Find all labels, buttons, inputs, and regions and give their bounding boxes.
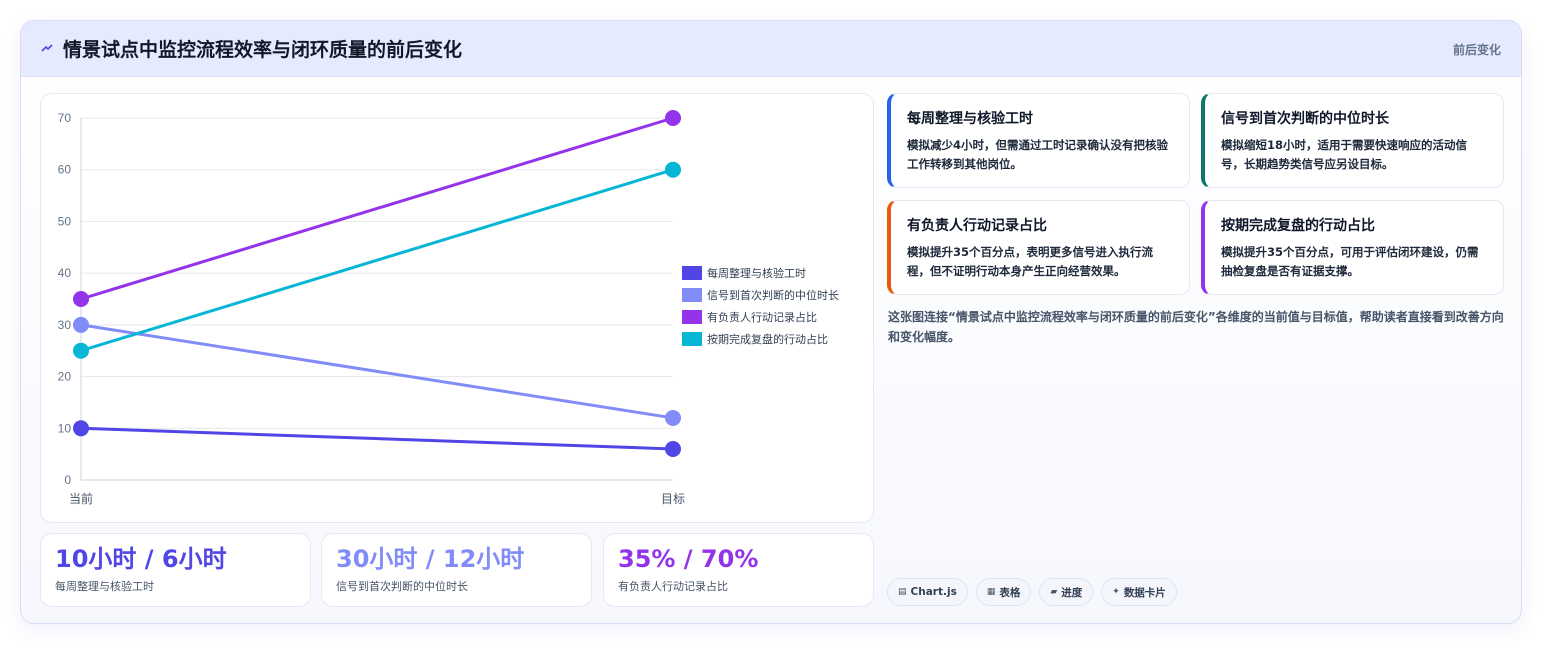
info-card-title: 信号到首次判断的中位时长 [1221, 111, 1389, 127]
legend-swatch [682, 288, 702, 302]
y-tick-label: 30 [58, 318, 72, 332]
data-point [665, 440, 681, 457]
info-card-review: 按期完成复盘的行动占比 模拟提升35个百分点，可用于评估闭环建设，仍需抽检复盘是… [1201, 200, 1504, 295]
chip-data-card[interactable]: ✦ 数据卡片 [1101, 578, 1177, 606]
chip-chartjs[interactable]: ▤ Chart.js [887, 578, 968, 606]
chip-label: Chart.js [910, 586, 957, 598]
info-card-body: 模拟提升35个百分点，表明更多信号进入执行流程，但不证明行动本身产生正向经营效果… [907, 245, 1154, 278]
series-line [80, 323, 674, 420]
legend-swatch [682, 266, 702, 280]
sparkle-icon: ✦ [1112, 587, 1120, 597]
stat-card-hours: 10小时 / 6小时 每周整理与核验工时 [40, 533, 311, 607]
line-chart-card: 0 10 20 30 40 50 60 70 当前 目标 每周整理与核验工时信号到首次判断的中位时长… [40, 93, 874, 523]
y-tick-label: 20 [58, 370, 72, 384]
info-card-title: 按期完成复盘的行动占比 [1221, 218, 1375, 234]
chart-caption: 这张图连接“情景试点中监控流程效率与闭环质量的前后变化”各维度的当前值与目标值，… [888, 310, 1504, 344]
info-card-owner: 有负责人行动记录占比 模拟提升35个百分点，表明更多信号进入执行流程，但不证明行… [887, 200, 1190, 295]
info-card-title: 每周整理与核验工时 [907, 111, 1033, 127]
chip-progress[interactable]: ▰ 进度 [1039, 578, 1094, 606]
y-tick-label: 50 [58, 214, 72, 228]
info-card-title: 有负责人行动记录占比 [907, 218, 1047, 234]
data-point [73, 291, 89, 307]
legend-label: 有负责人行动记录占比 [707, 310, 817, 324]
x-tick-label: 目标 [661, 492, 685, 506]
series-line [80, 116, 674, 301]
legend-label: 每周整理与核验工时 [707, 266, 806, 280]
series-line [80, 426, 674, 451]
stat-label: 每周整理与核验工时 [55, 580, 154, 593]
stat-value: 30小时 / 12小时 [336, 545, 525, 573]
data-point [665, 409, 681, 426]
header-tag: 前后变化 [1452, 43, 1501, 57]
info-card-body: 模拟减少4小时，但需通过工时记录确认没有把核验工作转移到其他岗位。 [907, 138, 1168, 171]
stat-label: 有负责人行动记录占比 [618, 580, 728, 593]
chart-icon: ▤ [898, 587, 907, 597]
data-point [73, 316, 89, 333]
stat-value: 35% / 70% [618, 545, 759, 573]
tech-chips: ▤ Chart.js ▦ 表格 ▰ 进度 ✦ 数据卡片 [887, 578, 1177, 606]
chart-panel: 情景试点中监控流程效率与闭环质量的前后变化 前后变化 0 10 20 30 40 50 60… [20, 20, 1522, 624]
data-point [665, 161, 681, 178]
y-tick-label: 10 [58, 421, 72, 435]
y-tick-label: 60 [58, 163, 72, 177]
chip-table[interactable]: ▦ 表格 [975, 578, 1032, 606]
data-point [73, 420, 89, 437]
data-point [73, 342, 89, 359]
page-title: 情景试点中监控流程效率与闭环质量的前后变化 [63, 39, 463, 61]
table-icon: ▦ [986, 587, 996, 597]
data-point [665, 110, 681, 126]
legend-swatch [682, 332, 702, 346]
trend-line-icon [41, 41, 53, 57]
stat-card-median: 30小时 / 12小时 信号到首次判断的中位时长 [321, 533, 592, 607]
stat-card-owner: 35% / 70% 有负责人行动记录占比 [603, 533, 874, 607]
info-card-body: 模拟提升35个百分点，可用于评估闭环建设，仍需抽检复盘是否有证据支撑。 [1221, 245, 1479, 278]
panel-header: 情景试点中监控流程效率与闭环质量的前后变化 前后变化 [21, 21, 1521, 77]
progress-icon: ▰ [1050, 587, 1058, 597]
legend-label: 信号到首次判断的中位时长 [707, 288, 839, 302]
legend-label: 按期完成复盘的行动占比 [707, 332, 828, 346]
info-card-hours: 每周整理与核验工时 模拟减少4小时，但需通过工时记录确认没有把核验工作转移到其他… [887, 93, 1190, 188]
stat-label: 信号到首次判断的中位时长 [336, 580, 468, 593]
y-tick-label: 0 [64, 473, 71, 487]
series-line [80, 168, 674, 353]
chip-label: 数据卡片 [1123, 586, 1166, 599]
info-card-body: 模拟缩短18小时，适用于需要快速响应的活动信号，长期趋势类信号应另设目标。 [1221, 138, 1468, 171]
stat-value: 10小时 / 6小时 [55, 545, 227, 573]
x-tick-label: 当前 [69, 491, 93, 506]
info-card-median: 信号到首次判断的中位时长 模拟缩短18小时，适用于需要快速响应的活动信号，长期趋… [1201, 93, 1504, 188]
y-tick-label: 70 [58, 111, 72, 125]
chip-label: 表格 [999, 586, 1021, 599]
line-chart: 0 10 20 30 40 50 60 70 当前 目标 每周整理与核验工时信号到首次判断的中位时长… [58, 110, 839, 506]
legend-swatch [682, 310, 702, 324]
chip-label: 进度 [1061, 586, 1083, 599]
y-tick-label: 40 [58, 266, 72, 280]
